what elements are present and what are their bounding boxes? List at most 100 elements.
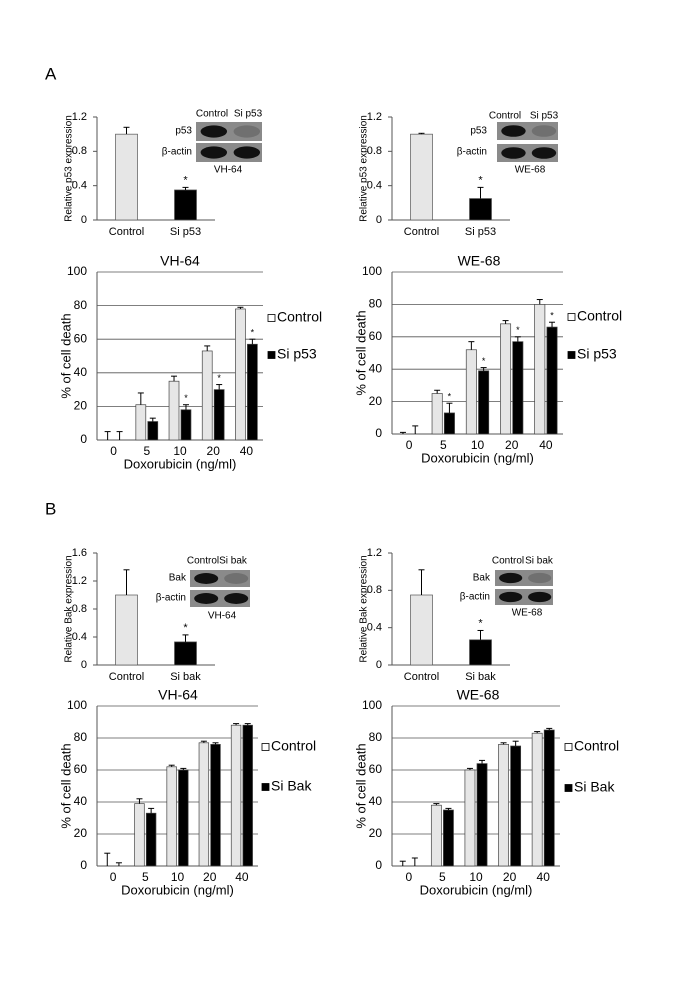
significance: * — [550, 311, 554, 321]
blot-row-label: β-actin — [162, 147, 192, 158]
y-tick-label: 40 — [74, 794, 88, 808]
significance: * — [183, 622, 188, 634]
bar — [410, 594, 433, 666]
x-tick-label: Si bak — [170, 671, 201, 683]
y-tick-label: 1.2 — [72, 111, 87, 123]
bar — [178, 769, 189, 867]
bar — [147, 421, 159, 441]
x-tick-label: 10 — [171, 870, 185, 884]
bar — [410, 133, 433, 221]
significance: * — [478, 174, 483, 186]
y-tick-label: 40 — [369, 361, 383, 375]
x-tick-label: 10 — [471, 438, 485, 452]
blot-row-label: Bak — [473, 573, 491, 584]
y-tick-label: 80 — [369, 297, 383, 311]
panel-label: A — [45, 64, 57, 83]
legend-label: Si Bak — [271, 778, 312, 794]
blot-band — [531, 125, 557, 137]
x-tick-label: 0 — [405, 870, 412, 884]
y-tick-label: 0 — [375, 426, 382, 440]
legend-label: Control — [577, 308, 622, 324]
bar — [464, 769, 476, 867]
blot-row-label: β-actin — [457, 147, 487, 158]
x-tick-label: 20 — [207, 444, 221, 458]
bar — [431, 393, 443, 435]
y-tick-label: 100 — [67, 698, 87, 712]
blot-band — [200, 125, 228, 138]
y-tick-label: 0.8 — [367, 584, 382, 596]
significance: * — [478, 617, 483, 629]
bar — [242, 724, 253, 867]
significance: * — [482, 356, 486, 366]
blot-band — [501, 147, 526, 159]
blot-column-label: Control — [492, 556, 524, 567]
y-tick-label: 0 — [80, 432, 87, 446]
significance: * — [251, 328, 255, 338]
x-tick-label: 40 — [235, 870, 249, 884]
legend-label: Control — [271, 738, 316, 754]
blot-column-label: Si p53 — [530, 111, 559, 122]
y-axis-label: % of cell death — [58, 313, 73, 398]
bar — [115, 594, 138, 666]
bar — [469, 198, 492, 221]
blot-column-label: Si p53 — [234, 109, 263, 120]
y-tick-label: 1.2 — [72, 575, 87, 587]
chart-title: WE-68 — [457, 687, 500, 703]
bar — [546, 326, 558, 435]
y-tick-label: 0 — [81, 214, 87, 226]
y-tick-label: 60 — [74, 331, 88, 345]
y-tick-label: 80 — [369, 730, 383, 744]
blot-cell-line: WE-68 — [515, 165, 546, 176]
y-tick-label: 20 — [369, 826, 383, 840]
y-tick-label: 0.8 — [367, 145, 382, 157]
x-tick-label: 10 — [469, 870, 483, 884]
blot-band — [233, 125, 261, 138]
bar — [498, 744, 509, 867]
bar — [247, 343, 258, 441]
blot-column-label: Control — [196, 109, 228, 120]
y-axis-label: Relative Bak expression — [64, 555, 75, 662]
y-tick-label: 0.4 — [367, 622, 382, 634]
bar — [235, 308, 246, 441]
bar — [543, 729, 555, 867]
x-tick-label: 5 — [143, 444, 150, 458]
y-tick-label: 80 — [74, 298, 88, 312]
x-tick-label: 20 — [503, 870, 517, 884]
blot-cell-line: VH-64 — [208, 611, 237, 622]
y-tick-label: 1.6 — [72, 547, 87, 559]
y-tick-label: 0 — [80, 858, 87, 872]
y-tick-label: 0 — [81, 659, 87, 671]
x-axis-label: Doxorubicin (ng/ml) — [121, 882, 234, 897]
bar — [134, 803, 145, 867]
legend-marker — [564, 784, 573, 792]
y-tick-label: 60 — [369, 762, 383, 776]
chart-title: WE-68 — [458, 253, 501, 269]
y-tick-label: 40 — [74, 365, 88, 379]
y-axis-label: % of cell death — [58, 743, 73, 828]
bar — [469, 639, 492, 666]
x-tick-label: Si p53 — [465, 226, 496, 238]
legend-label: Si p53 — [277, 346, 317, 362]
significance: * — [516, 325, 520, 335]
y-tick-label: 20 — [74, 399, 88, 413]
x-tick-label: 5 — [440, 438, 447, 452]
significance: * — [183, 174, 188, 186]
legend-label: Si p53 — [577, 346, 617, 362]
legend-marker — [261, 743, 270, 751]
bar — [213, 389, 225, 441]
x-tick-label: Control — [109, 226, 144, 238]
bar — [500, 323, 512, 435]
x-tick-label: 10 — [173, 444, 187, 458]
y-tick-label: 1.2 — [367, 111, 382, 123]
x-tick-label: Control — [404, 226, 439, 238]
y-tick-label: 60 — [74, 762, 88, 776]
blot-column-label: Si bak — [525, 556, 554, 567]
panel-label: B — [45, 499, 56, 518]
blot-cell-line: VH-64 — [214, 165, 243, 176]
x-axis-label: Doxorubicin (ng/ml) — [421, 450, 534, 465]
blot-band — [194, 573, 219, 584]
legend-label: Control — [277, 309, 322, 325]
blot-column-label: Si bak — [219, 556, 248, 567]
y-axis-label: Relative p53 expression — [359, 115, 370, 222]
